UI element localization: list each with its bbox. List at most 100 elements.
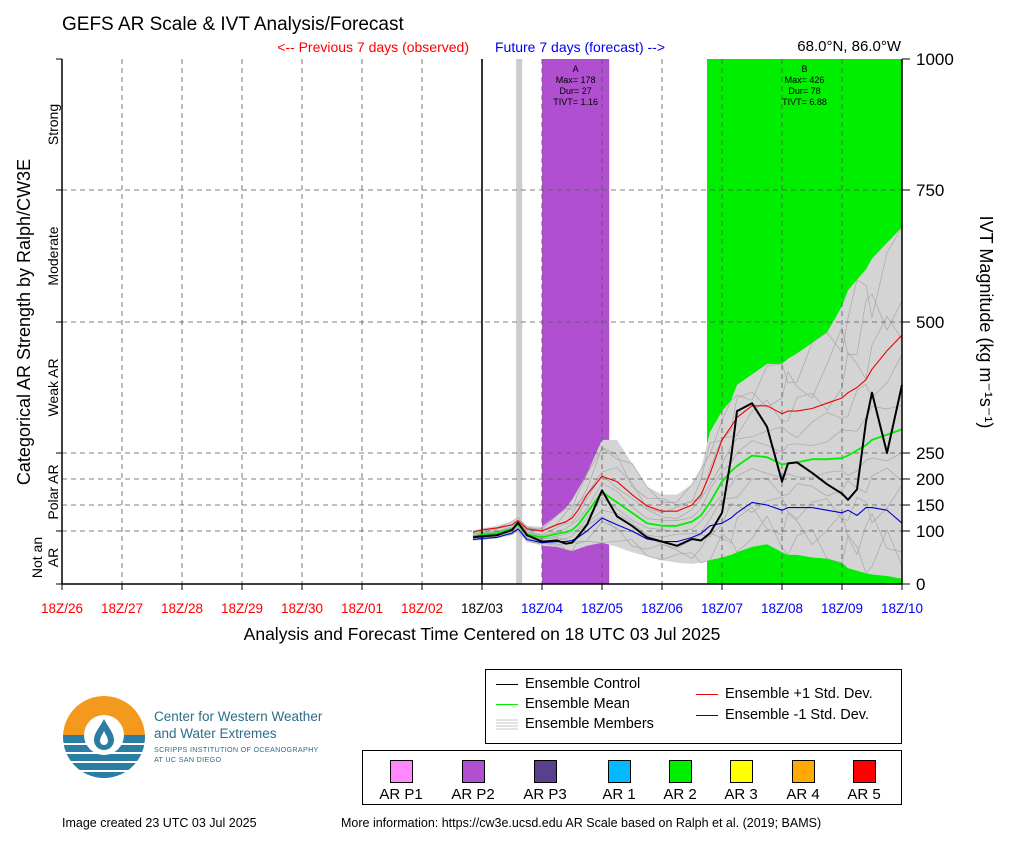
event-annotation: A	[573, 64, 579, 74]
control-swatch	[496, 683, 518, 685]
legend-label-mean: Ensemble Mean	[525, 696, 630, 712]
category-label: Strong	[45, 104, 61, 145]
ar-scale-5: AR 5	[834, 760, 894, 803]
members-swatch	[496, 719, 518, 730]
x-tick-label: 18Z/04	[521, 601, 564, 616]
x-tick-label: 18Z/05	[581, 601, 623, 616]
legend-label-plus-std: Ensemble +1 Std. Dev.	[725, 686, 873, 702]
ensemble-control-line	[472, 384, 903, 547]
y-tick-label: 1000	[916, 50, 954, 69]
ensemble-member-line	[472, 226, 903, 532]
logo-subtitle: SCRIPPS INSTITUTION OF OCEANOGRAPHY AT U…	[154, 745, 319, 765]
legend-label-control: Ensemble Control	[525, 676, 641, 692]
ar-scale-legend: AR P1 AR P2 AR P3 AR 1 AR 2 AR 3 AR 4 AR…	[362, 750, 902, 805]
y-tick-label: 150	[916, 496, 944, 515]
ar-p2-swatch	[461, 760, 485, 783]
y-tick-label: 500	[916, 313, 944, 332]
ar-p1-swatch	[389, 760, 413, 783]
cw3e-logo: Center for Western Weather and Water Ext…	[62, 695, 362, 780]
x-tick-label: 18Z/01	[341, 601, 383, 616]
cw3e-logo-mark	[63, 696, 145, 778]
ar-5-swatch	[852, 760, 876, 783]
ar-p2-label: AR P2	[451, 786, 495, 803]
ar-2-swatch	[668, 760, 692, 783]
event-annotation: Dur= 78	[788, 86, 820, 96]
ar-p1-label: AR P1	[379, 786, 423, 803]
logo-title: Center for Western Weather and Water Ext…	[154, 708, 322, 742]
footer-created: Image created 23 UTC 03 Jul 2025	[62, 816, 257, 830]
event-annotation: Dur= 27	[559, 86, 591, 96]
x-tick-label: 18Z/10	[881, 601, 923, 616]
event-annotation: Max= 426	[785, 75, 825, 85]
minus-std-swatch	[696, 714, 718, 716]
logo-title-line1: Center for Western Weather	[154, 709, 323, 724]
plus-std-line	[472, 334, 903, 533]
future-days-label: Future 7 days (forecast) -->	[495, 39, 665, 55]
ensemble-member-line	[472, 452, 903, 540]
y-tick-label: 200	[916, 470, 944, 489]
x-tick-label: 18Z/28	[161, 601, 203, 616]
legend-label-members: Ensemble Members	[525, 716, 654, 732]
ar-scale-p2: AR P2	[443, 760, 503, 803]
category-label: Not anAR	[29, 537, 61, 578]
logo-sub-line1: SCRIPPS INSTITUTION OF OCEANOGRAPHY	[154, 745, 319, 754]
ensemble-mean-line	[472, 428, 903, 539]
ar-5-label: AR 5	[847, 786, 881, 803]
x-tick-label: 18Z/02	[401, 601, 443, 616]
x-tick-label: 18Z/08	[761, 601, 803, 616]
ar-2-label: AR 2	[663, 786, 697, 803]
ar-4-swatch	[791, 760, 815, 783]
x-tick-label: 18Z/30	[281, 601, 323, 616]
ar-p3-label: AR P3	[523, 786, 567, 803]
plus-std-swatch	[696, 693, 718, 695]
category-label: Polar AR	[45, 464, 61, 519]
x-tick-label: 18Z/26	[41, 601, 83, 616]
footer-info: More information: https://cw3e.ucsd.edu …	[341, 816, 822, 830]
ensemble-spread-fill	[473, 227, 902, 579]
legend-item-minus-std: Ensemble -1 Std. Dev.	[696, 707, 869, 723]
minus-std-line	[472, 501, 903, 544]
x-tick-label: 18Z/27	[101, 601, 143, 616]
y-tick-label: 100	[916, 522, 944, 541]
ar-3-swatch	[729, 760, 753, 783]
x-tick-label: 18Z/06	[641, 601, 683, 616]
ar-scale-p3: AR P3	[515, 760, 575, 803]
event-annotation: Max= 178	[556, 75, 596, 85]
legend-item-members: Ensemble Members	[496, 716, 654, 732]
x-tick-label: 18Z/03	[461, 601, 503, 616]
event-annotation: TIVT= 6.88	[782, 97, 827, 107]
legend-item-mean: Ensemble Mean	[496, 696, 630, 712]
ar-p3-swatch	[533, 760, 557, 783]
logo-sub-line2: AT UC SAN DIEGO	[154, 755, 222, 764]
x-tick-label: 18Z/29	[221, 601, 263, 616]
chart-legend: Ensemble Control Ensemble Mean Ensemble …	[485, 669, 902, 744]
x-tick-label: 18Z/07	[701, 601, 743, 616]
ar-1-label: AR 1	[602, 786, 636, 803]
legend-item-control: Ensemble Control	[496, 676, 640, 692]
legend-item-plus-std: Ensemble +1 Std. Dev.	[696, 686, 873, 702]
logo-title-line2: and Water Extremes	[154, 726, 277, 741]
x-axis-label: Analysis and Forecast Time Centered on 1…	[244, 624, 721, 644]
chart-title: GEFS AR Scale & IVT Analysis/Forecast	[62, 14, 404, 35]
plot-area: 18Z/26 18Z/27 18Z/28 18Z/29 18Z/30 18Z/01 18Z/…	[29, 50, 954, 616]
ar-scale-3: AR 3	[711, 760, 771, 803]
y-tick-label: 0	[916, 575, 925, 594]
category-label: Weak AR	[45, 358, 61, 416]
ensemble-member-line	[472, 405, 903, 537]
ar-scale-p1: AR P1	[371, 760, 431, 803]
ensemble-member-line	[472, 293, 903, 534]
analysis-gray-band	[516, 59, 523, 584]
ar-scale-4: AR 4	[773, 760, 833, 803]
y-axis-label-right: IVT Magnitude (kg m⁻¹s⁻¹)	[976, 216, 996, 429]
location-label: 68.0°N, 86.0°W	[797, 38, 902, 55]
category-label: Moderate	[45, 226, 61, 285]
legend-label-minus-std: Ensemble -1 Std. Dev.	[725, 707, 869, 723]
previous-days-label: <-- Previous 7 days (observed)	[277, 39, 469, 55]
ensemble-member-line	[472, 354, 903, 536]
event-annotation: TIVT= 1.16	[553, 97, 598, 107]
x-tick-label: 18Z/09	[821, 601, 863, 616]
ar-3-label: AR 3	[724, 786, 758, 803]
mean-swatch	[496, 703, 518, 705]
y-tick-label: 750	[916, 181, 944, 200]
